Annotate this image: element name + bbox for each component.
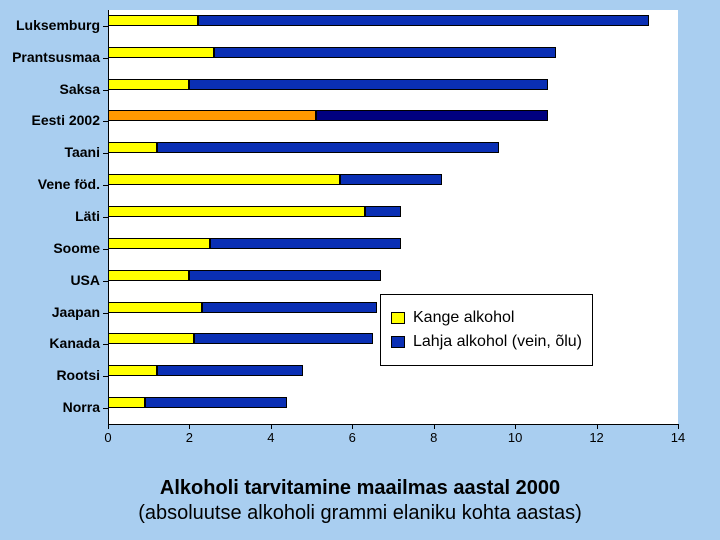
bar-lahja <box>316 110 548 121</box>
page: 0 2 4 6 8 10 12 14 Luksemburg Prantsusmaa Saksa Ees… <box>0 0 720 540</box>
bar-kange <box>108 174 340 185</box>
x-tick-label: 6 <box>349 430 356 445</box>
x-tick-label: 14 <box>671 430 685 445</box>
category-label: Rootsi <box>56 367 100 383</box>
x-tick <box>434 424 435 429</box>
x-tick-label: 12 <box>589 430 603 445</box>
legend-swatch <box>391 336 405 348</box>
bar-kange <box>108 47 214 58</box>
x-tick-label: 10 <box>508 430 522 445</box>
x-tick-label: 0 <box>104 430 111 445</box>
bar-lahja <box>194 333 373 344</box>
category-label: Norra <box>63 399 100 415</box>
bar-kange <box>108 302 202 313</box>
caption-line1: Alkoholi tarvitamine maailmas aastal 200… <box>160 477 560 499</box>
category-label: Taani <box>64 144 100 160</box>
x-tick <box>515 424 516 429</box>
chart-area: 0 2 4 6 8 10 12 14 Luksemburg Prantsusmaa Saksa Ees… <box>0 0 720 460</box>
y-tick <box>103 90 108 91</box>
y-tick <box>103 185 108 186</box>
bar-lahja <box>198 15 650 26</box>
caption-line2: (absoluutse alkoholi grammi elaniku koht… <box>138 502 582 524</box>
bar-kange <box>108 206 365 217</box>
bar-kange <box>108 79 189 90</box>
category-label: Soome <box>53 240 100 256</box>
bar-kange <box>108 365 157 376</box>
bar-lahja <box>214 47 556 58</box>
x-axis-line <box>108 424 678 425</box>
y-tick <box>103 58 108 59</box>
bar-kange <box>108 397 145 408</box>
category-label: Jaapan <box>52 304 100 320</box>
category-label: Luksemburg <box>16 17 100 33</box>
legend-item: Kange alkohol <box>391 309 582 327</box>
bar-kange <box>108 270 189 281</box>
y-tick <box>103 121 108 122</box>
bar-lahja <box>145 397 288 408</box>
legend: Kange alkohol Lahja alkohol (vein, õlu) <box>380 294 593 366</box>
x-tick <box>108 424 109 429</box>
legend-swatch <box>391 312 405 324</box>
y-tick <box>103 344 108 345</box>
bar-lahja <box>340 174 442 185</box>
x-tick <box>678 424 679 429</box>
legend-label: Kange alkohol <box>413 309 514 327</box>
bar-lahja <box>157 142 499 153</box>
category-label: Läti <box>75 208 100 224</box>
x-tick <box>189 424 190 429</box>
bar-lahja <box>189 270 380 281</box>
bar-kange <box>108 110 316 121</box>
x-tick <box>597 424 598 429</box>
bar-lahja <box>210 238 401 249</box>
y-tick <box>103 408 108 409</box>
x-tick <box>352 424 353 429</box>
category-label: Vene föd. <box>38 176 100 192</box>
category-label: Prantsusmaa <box>12 49 100 65</box>
bar-kange <box>108 142 157 153</box>
y-tick <box>103 281 108 282</box>
y-tick <box>103 26 108 27</box>
bar-kange <box>108 238 210 249</box>
category-label: Saksa <box>60 81 100 97</box>
y-tick <box>103 313 108 314</box>
bar-lahja <box>202 302 377 313</box>
bar-kange <box>108 15 198 26</box>
category-label: Eesti 2002 <box>32 112 101 128</box>
caption: Alkoholi tarvitamine maailmas aastal 200… <box>0 476 720 526</box>
bar-lahja <box>189 79 547 90</box>
y-tick <box>103 217 108 218</box>
x-tick-label: 2 <box>186 430 193 445</box>
y-tick <box>103 376 108 377</box>
legend-item: Lahja alkohol (vein, õlu) <box>391 333 582 351</box>
x-tick <box>271 424 272 429</box>
y-tick <box>103 249 108 250</box>
category-label: Kanada <box>49 335 100 351</box>
x-tick-label: 4 <box>267 430 274 445</box>
bar-kange <box>108 333 194 344</box>
legend-label: Lahja alkohol (vein, õlu) <box>413 333 582 351</box>
y-tick <box>103 153 108 154</box>
x-tick-label: 8 <box>430 430 437 445</box>
bar-lahja <box>157 365 304 376</box>
category-label: USA <box>70 272 100 288</box>
bar-lahja <box>365 206 402 217</box>
